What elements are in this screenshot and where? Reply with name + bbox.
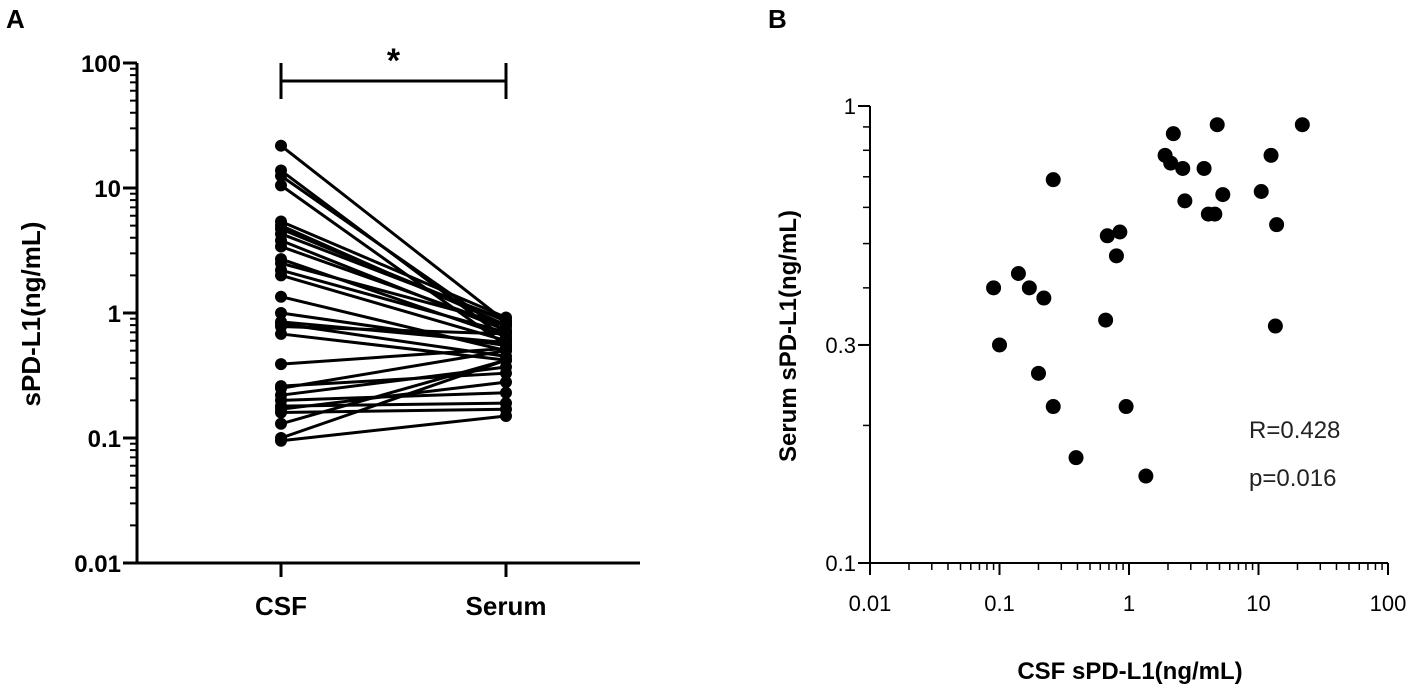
panel-a-y-tick-label: 100: [81, 51, 121, 78]
panel-b-scatter-point: [1010, 266, 1026, 282]
panel-b-scatter-point: [1108, 248, 1124, 264]
panel-a-pair-line: [280, 273, 507, 343]
panel-b-scatter-point: [1045, 172, 1061, 188]
panel-a-csf-point: [275, 139, 287, 152]
panel-b-y-tick-label: 1: [844, 94, 856, 119]
panel-a-csf-point: [275, 434, 287, 447]
panel-b-scatter-point: [1253, 183, 1269, 199]
panel-b-scatter-point: [992, 337, 1007, 353]
panel-a-pair-line: [280, 232, 507, 322]
correlation-r-label: R=0.428: [1249, 417, 1340, 444]
panel-b-scatter-point: [1068, 450, 1084, 466]
panel-b-scatter-point: [1030, 365, 1046, 381]
panel-b-scatter-point: [1045, 399, 1061, 415]
panel-b-scatter-point: [1207, 206, 1223, 222]
panel-a-csf-point: [275, 269, 287, 282]
panel-b-scatter-point: [1263, 147, 1279, 163]
panel-a-pair-line: [280, 220, 507, 319]
panel-b-scatter-point: [1215, 187, 1231, 203]
panel-a-y-tick-label: 1: [108, 301, 121, 328]
panel-b-scatter-point: [1138, 468, 1154, 484]
panel-a-csf-point: [275, 417, 287, 430]
panel-a-chart: sPD-L1(ng/mL) 0.01 0.1 1 10 100 CSF Serum *: [16, 42, 640, 621]
panel-a-csf-point: [275, 307, 287, 319]
panel-a-csf-point: [275, 240, 287, 253]
panel-b-points: [986, 117, 1310, 484]
panel-b-scatter-point: [1209, 117, 1225, 133]
panel-a-pair-line: [280, 380, 507, 411]
panel-a-serum-point: [500, 386, 512, 399]
panel-b-scatter-point: [1294, 117, 1310, 133]
panel-b-scatter-point: [1163, 155, 1179, 171]
panel-a-x-tick-label: Serum: [466, 591, 547, 621]
panel-a-pair-line: [280, 358, 507, 426]
panel-b-scatter-point: [1036, 290, 1052, 306]
panel-b-y-axis-title: Serum sPD-L1(ng/mL): [775, 210, 802, 462]
panel-b-x-tick-label: 0.01: [849, 591, 892, 616]
panel-b-x-axis-title: CSF sPD-L1(ng/mL): [1017, 658, 1242, 685]
panel-a-pair-line: [280, 320, 507, 345]
panel-a-ticks: 0.01 0.1 1 10 100 CSF Serum: [74, 51, 546, 621]
panel-b-x-tick-label: 0.1: [984, 591, 1015, 616]
panel-a-csf-point: [275, 169, 287, 182]
panel-a-pair-line: [280, 414, 507, 443]
panel-a-serum-point: [500, 376, 512, 389]
panel-a-x-tick-label: CSF: [255, 591, 307, 621]
panel-b-x-tick-label: 100: [1370, 591, 1407, 616]
panel-b-scatter-point: [1177, 193, 1193, 209]
panel-a-serum-point: [500, 409, 512, 422]
panel-a-pair-line: [280, 144, 507, 324]
panel-a-csf-point: [275, 290, 287, 303]
panel-label-a: A: [6, 4, 25, 34]
panel-a-y-tick-label: 0.1: [88, 426, 121, 453]
panel-a-serum-point: [500, 327, 512, 340]
panel-b-scatter-point: [1175, 160, 1191, 176]
panel-b-scatter-point: [1112, 224, 1128, 240]
panel-a-serum-point: [500, 354, 512, 367]
panel-a-serum-point: [500, 317, 512, 330]
panel-a-y-tick-label: 10: [94, 176, 121, 203]
panel-a-points: [275, 139, 512, 447]
panel-a-pair-line: [280, 268, 507, 334]
panel-b-scatter-point: [1021, 280, 1037, 296]
panel-a-paired-lines: [280, 144, 507, 443]
panel-b-y-tick-label: 0.1: [825, 551, 856, 576]
panel-a-pair-line: [280, 407, 507, 414]
panel-a-y-tick-label: 0.01: [74, 551, 121, 578]
panel-a-significance-bracket: *: [279, 42, 508, 99]
correlation-p-label: p=0.016: [1249, 465, 1336, 492]
panel-a-csf-point: [275, 406, 287, 419]
significance-star: *: [387, 42, 401, 80]
panel-b-y-tick-label: 0.3: [825, 333, 856, 358]
panel-b-scatter-point: [1118, 399, 1134, 415]
panel-b-scatter-point: [1269, 217, 1285, 233]
panel-b-scatter-point: [1098, 312, 1114, 328]
panel-a-csf-point: [275, 327, 287, 340]
panel-b-scatter-point: [1165, 126, 1181, 142]
panel-b-scatter-point: [986, 280, 1002, 296]
panel-b-chart: Serum sPD-L1(ng/mL) CSF sPD-L1(ng/mL) 0.…: [775, 94, 1406, 685]
panel-b-scatter-point: [1267, 318, 1283, 334]
panel-a-pair-line: [280, 349, 507, 390]
panel-a-pair-line: [280, 347, 507, 366]
panel-b-scatter-point: [1196, 160, 1212, 176]
panel-label-b: B: [768, 4, 787, 34]
panel-a-axes: [135, 63, 640, 565]
panel-a-pair-line: [280, 184, 507, 347]
panel-a-csf-point: [275, 179, 287, 192]
panel-a-pair-line: [280, 324, 507, 336]
panel-a-csf-point: [275, 358, 287, 371]
panel-a-y-axis-title: sPD-L1(ng/mL): [16, 222, 46, 407]
panel-a-pair-line: [280, 295, 507, 353]
panel-b-x-tick-label: 10: [1246, 591, 1270, 616]
panel-a-serum-point: [500, 344, 512, 357]
panel-b-scatter-point: [1099, 228, 1115, 244]
panel-a-pair-line: [280, 261, 507, 326]
panel-b-x-tick-label: 1: [1123, 591, 1135, 616]
panel-b-ticks: 0.01 0.1 1 10 100 0.1 0.3 1: [825, 94, 1406, 616]
panel-b-axes: [869, 106, 1388, 564]
panel-a-pair-line: [280, 358, 507, 440]
